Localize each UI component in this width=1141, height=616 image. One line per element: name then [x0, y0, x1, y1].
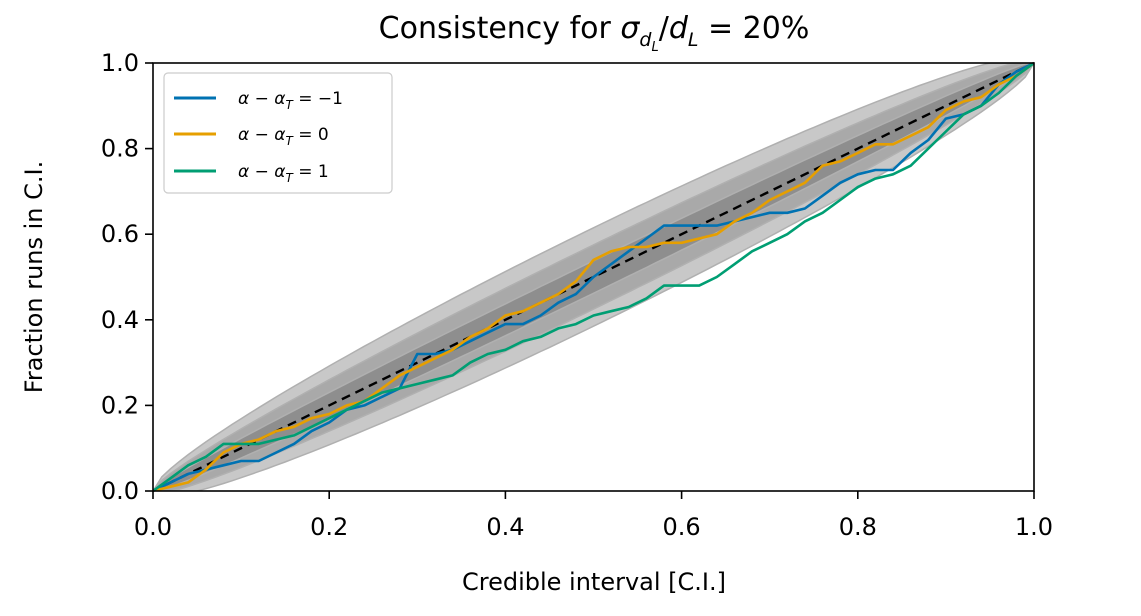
legend-box	[163, 72, 393, 194]
title-d: d	[669, 11, 689, 46]
y-tick-label: 0.0	[101, 477, 139, 505]
title-slash: /	[659, 11, 670, 46]
title-sub-L: L	[651, 40, 658, 55]
legend: α − αT = −1 α − αT = 0 α − αT = 1	[163, 72, 393, 194]
y-axis-label: Fraction runs in C.I.	[20, 161, 48, 393]
title-L: L	[688, 29, 699, 51]
y-tick-label: 0.6	[101, 220, 139, 248]
series-line-1	[153, 63, 1034, 491]
y-tick-label: 0.4	[101, 306, 139, 334]
title-sub-d: d	[639, 29, 652, 51]
x-tick-label: 0.2	[310, 513, 348, 541]
legend-label-series-1: α − αT = −1	[238, 89, 343, 112]
chart-title-prefix: Consistency for	[379, 11, 621, 46]
reference-diagonal-line	[152, 61, 1035, 493]
x-tick-label: 0.6	[663, 513, 701, 541]
x-tick-label: 1.0	[1015, 513, 1053, 541]
series-line-2	[153, 63, 1034, 491]
x-tick-label: 0.8	[839, 513, 877, 541]
chart-title: Consistency for σdL/dL = 20%	[379, 11, 810, 55]
series-line-3	[153, 63, 1034, 491]
y-axis-ticks: 0.0 0.2 0.4 0.6 0.8 1.0	[101, 49, 153, 505]
plot-frame	[152, 62, 1035, 492]
series-lines	[153, 63, 1034, 491]
y-tick-label: 1.0	[101, 49, 139, 77]
y-tick-label: 0.8	[101, 135, 139, 163]
legend-label-series-3: α − αT = 1	[238, 162, 329, 185]
legend-label-series-2: α − αT = 0	[238, 125, 329, 148]
x-axis-ticks: 0.0 0.2 0.4 0.6 0.8 1.0	[134, 491, 1053, 541]
x-tick-label: 0.4	[486, 513, 524, 541]
x-axis-label: Credible interval [C.I.]	[462, 568, 726, 596]
title-sigma: σ	[620, 11, 640, 46]
y-tick-label: 0.2	[101, 391, 139, 419]
title-rest: = 20%	[698, 11, 809, 46]
x-tick-label: 0.0	[134, 513, 172, 541]
